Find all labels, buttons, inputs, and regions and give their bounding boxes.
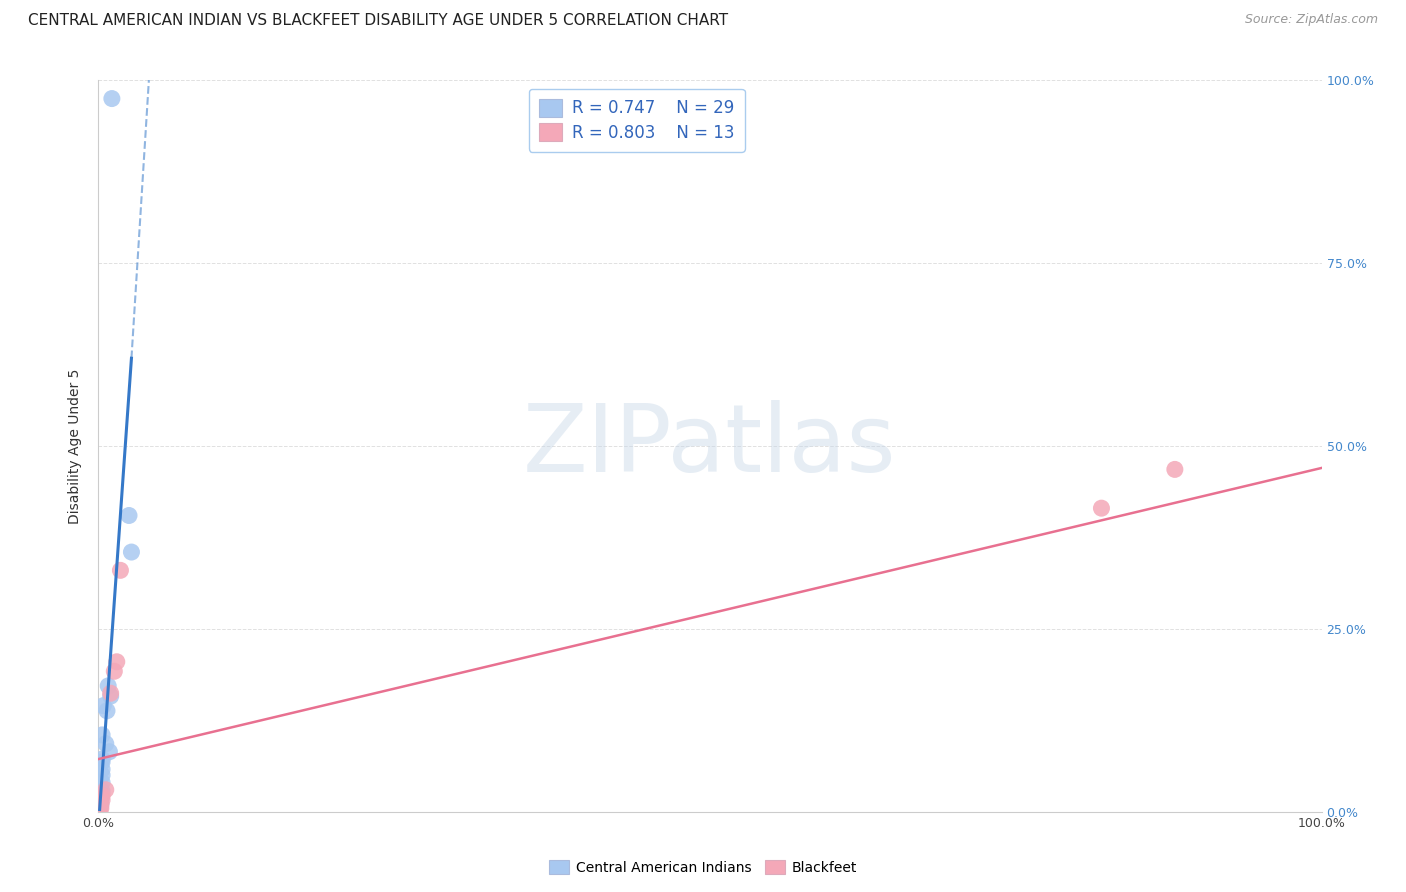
- Point: [100, 686, 122, 700]
- Point: [89, 798, 111, 813]
- Point: [118, 508, 141, 523]
- Point: [89, 801, 111, 815]
- Point: [90, 801, 112, 815]
- Point: [90, 782, 112, 797]
- Y-axis label: Disability Age Under 5: Disability Age Under 5: [69, 368, 83, 524]
- Point: [1090, 501, 1112, 516]
- Point: [96, 704, 118, 718]
- Point: [91, 793, 114, 807]
- Point: [120, 545, 142, 559]
- Point: [94, 782, 117, 797]
- Text: CENTRAL AMERICAN INDIAN VS BLACKFEET DISABILITY AGE UNDER 5 CORRELATION CHART: CENTRAL AMERICAN INDIAN VS BLACKFEET DIS…: [28, 13, 728, 29]
- Point: [1164, 462, 1187, 476]
- Point: [91, 775, 114, 789]
- Point: [90, 791, 112, 805]
- Point: [89, 803, 111, 817]
- Point: [105, 655, 128, 669]
- Point: [91, 789, 114, 803]
- Point: [91, 752, 114, 766]
- Point: [89, 801, 111, 815]
- Point: [91, 784, 114, 798]
- Point: [91, 755, 114, 769]
- Point: [94, 737, 117, 751]
- Point: [103, 665, 125, 679]
- Text: ZIPatlas: ZIPatlas: [523, 400, 897, 492]
- Point: [89, 804, 111, 818]
- Point: [90, 797, 112, 812]
- Legend: Central American Indians, Blackfeet: Central American Indians, Blackfeet: [544, 855, 862, 880]
- Point: [100, 689, 122, 703]
- Point: [89, 803, 111, 817]
- Point: [101, 92, 124, 106]
- Point: [89, 804, 111, 818]
- Point: [89, 799, 111, 814]
- Point: [89, 803, 111, 817]
- Point: [90, 797, 112, 812]
- Text: Source: ZipAtlas.com: Source: ZipAtlas.com: [1244, 13, 1378, 27]
- Point: [89, 804, 111, 818]
- Point: [98, 745, 121, 759]
- Point: [91, 768, 114, 782]
- Point: [110, 563, 132, 577]
- Point: [91, 728, 114, 742]
- Point: [89, 798, 111, 813]
- Point: [91, 698, 114, 713]
- Point: [91, 762, 114, 776]
- Legend: R = 0.747    N = 29, R = 0.803    N = 13: R = 0.747 N = 29, R = 0.803 N = 13: [529, 88, 745, 152]
- Point: [97, 679, 120, 693]
- Point: [90, 790, 112, 805]
